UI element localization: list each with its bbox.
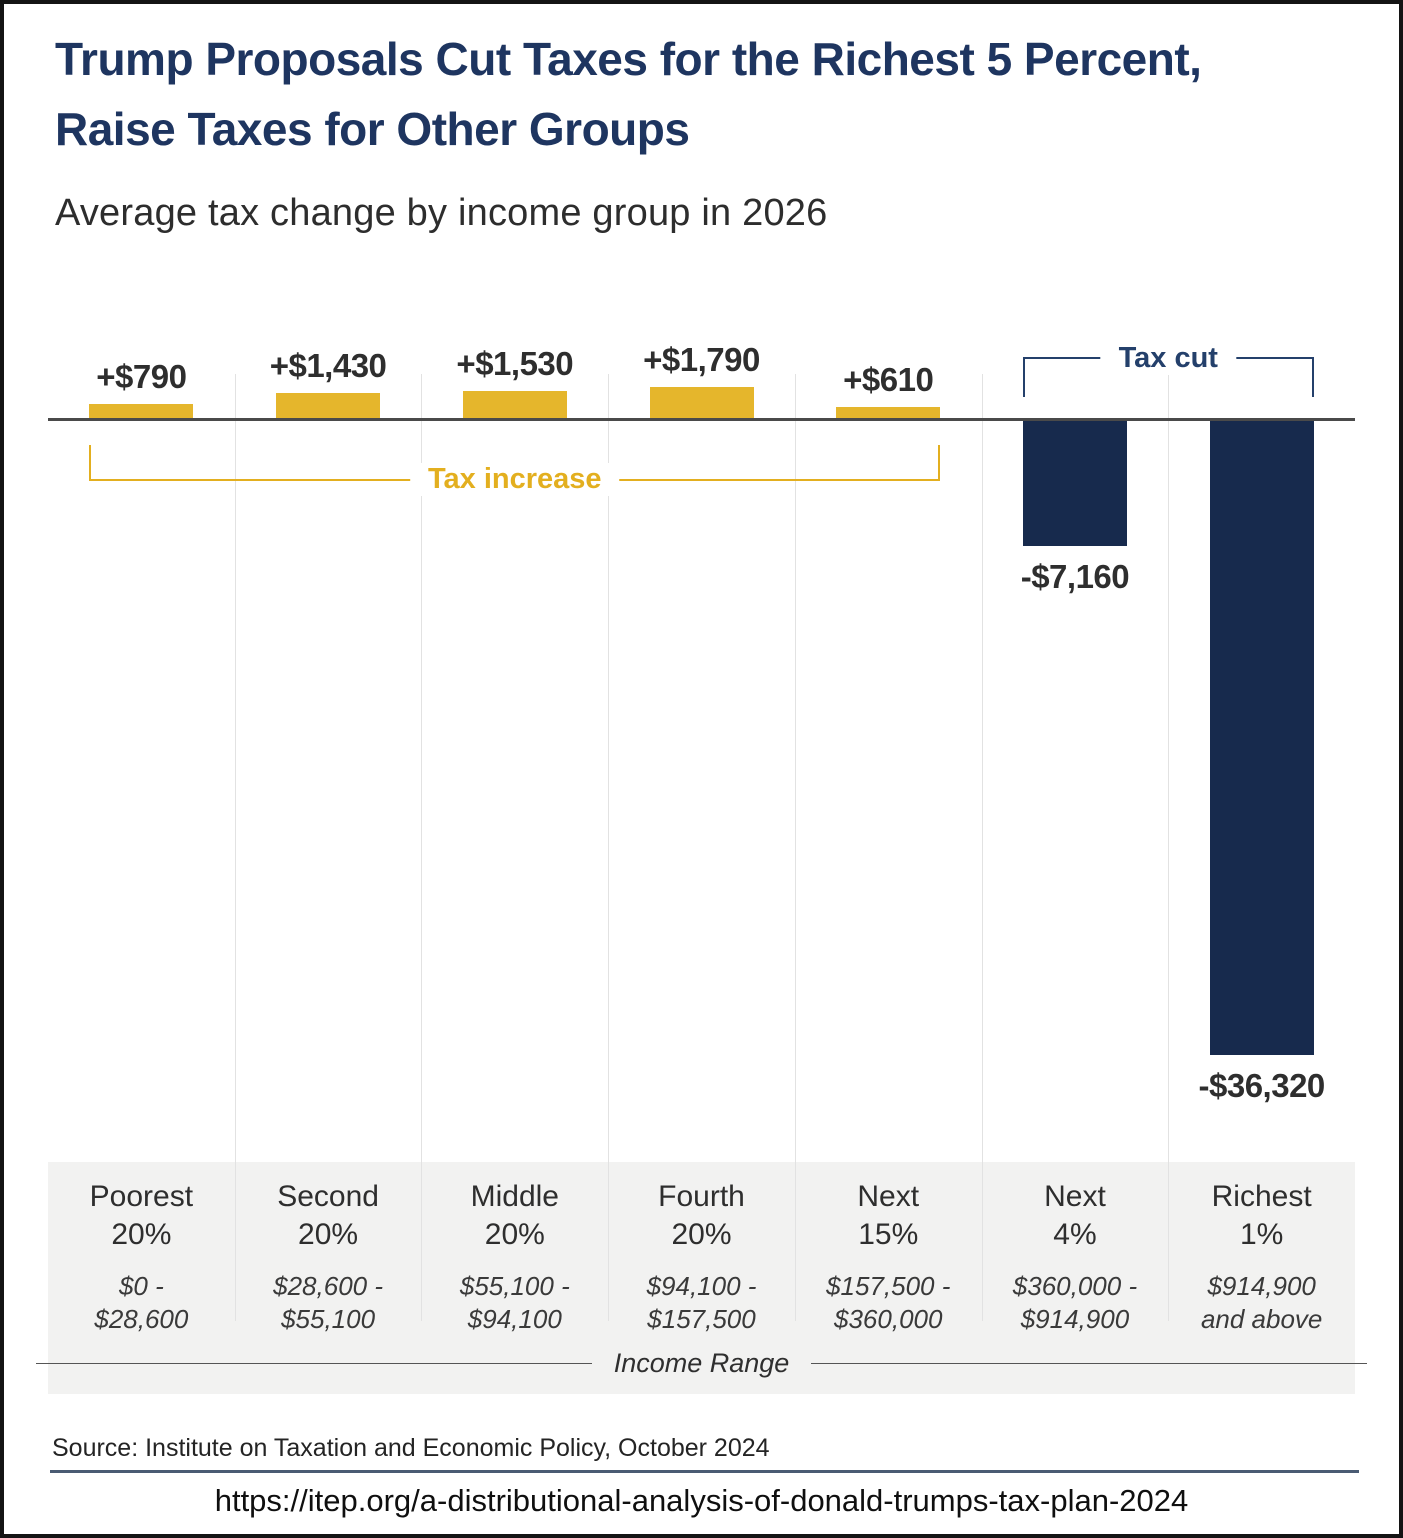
- caption-divider: [50, 1470, 1359, 1473]
- source-url-link[interactable]: https://itep.org/a-distributional-analys…: [214, 1483, 1189, 1518]
- value-label-poorest-20: +$790: [96, 358, 187, 395]
- value-label-next-15: +$610: [843, 361, 934, 398]
- income-group-cell-second-20: Second 20% $28,600 - $55,100: [235, 1162, 422, 1352]
- income-group-cell-fourth-20: Fourth 20% $94,100 - $157,500: [608, 1162, 795, 1352]
- group-label: Richest 1%: [1211, 1180, 1312, 1251]
- bar-next-15: [836, 407, 941, 418]
- income-range-axis-label: Income Range: [613, 1347, 790, 1378]
- column-gridline: [608, 374, 610, 1321]
- chart-title: Trump Proposals Cut Taxes for the Riches…: [55, 33, 1202, 155]
- group-label: Second 20%: [277, 1180, 379, 1251]
- income-group-cells: Poorest 20% $0 - $28,600 Second 20% $28,600 - $…: [48, 1162, 1355, 1352]
- income-group-cell-poorest-20: Poorest 20% $0 - $28,600: [48, 1162, 235, 1352]
- axis-rule-right: [811, 1362, 1368, 1364]
- value-label-next-4: -$7,160: [1020, 558, 1130, 595]
- value-label-middle-20: +$1,530: [456, 345, 574, 382]
- value-label-fourth-20: +$1,790: [643, 341, 760, 378]
- income-range-label: $28,600 - $55,100: [273, 1271, 384, 1334]
- column-gridline: [981, 374, 983, 1321]
- bar-middle-20: [462, 391, 567, 418]
- income-group-cell-middle-20: Middle 20% $55,100 - $94,100: [421, 1162, 608, 1352]
- bar-fourth-20: [649, 387, 754, 418]
- group-label: Fourth 20%: [658, 1180, 745, 1251]
- income-range-label: $157,500 - $360,000: [826, 1271, 951, 1334]
- group-label: Middle 20%: [470, 1180, 559, 1251]
- tax-cut-bracket: Tax cut: [1022, 342, 1314, 397]
- income-group-cell-next-4: Next 4% $360,000 - $914,900: [982, 1162, 1169, 1352]
- income-range-label: $0 - $28,600: [94, 1271, 189, 1334]
- axis-rule-left: [36, 1362, 592, 1364]
- column-gridline: [421, 374, 423, 1321]
- zero-baseline: [48, 418, 1355, 421]
- bar-next-4: [1022, 421, 1127, 546]
- group-label: Next 15%: [857, 1180, 920, 1251]
- source-note: Source: Institute on Taxation and Econom…: [52, 1434, 770, 1462]
- group-label: Next 4%: [1044, 1180, 1106, 1251]
- bar-poorest-20: [89, 404, 194, 418]
- income-range-label: $55,100 - $94,100: [459, 1271, 570, 1334]
- income-range-axis: Income Range: [36, 1347, 1368, 1378]
- tax-cut-label: Tax cut: [1100, 342, 1236, 375]
- income-range-label: $360,000 - $914,900: [1012, 1271, 1138, 1334]
- income-range-label: $914,900 and above: [1200, 1271, 1323, 1334]
- income-range-label: $94,100 - $157,500: [646, 1271, 757, 1334]
- bar-chart: +$790 +$1,430 +$1,530 +$1,790 +$610 -$7,160 -$…: [48, 334, 1355, 1321]
- column-gridline: [794, 374, 796, 1321]
- value-label-second-20: +$1,430: [269, 347, 387, 384]
- income-group-panel: Poorest 20% $0 - $28,600 Second 20% $28,600 - $…: [48, 1162, 1355, 1394]
- tax-increase-bracket: Tax increase: [89, 445, 941, 496]
- column-gridline: [234, 374, 236, 1321]
- income-group-cell-next-15: Next 15% $157,500 - $360,000: [795, 1162, 982, 1352]
- bar-richest-1: [1209, 421, 1314, 1055]
- tax-increase-label: Tax increase: [409, 463, 620, 496]
- chart-subtitle: Average tax change by income group in 20…: [55, 192, 828, 234]
- column-gridline: [1168, 374, 1170, 1321]
- income-group-cell-richest-1: Richest 1% $914,900 and above: [1168, 1162, 1355, 1352]
- group-label: Poorest 20%: [89, 1180, 194, 1251]
- bar-second-20: [276, 393, 381, 418]
- value-label-richest-1: -$36,320: [1198, 1067, 1326, 1104]
